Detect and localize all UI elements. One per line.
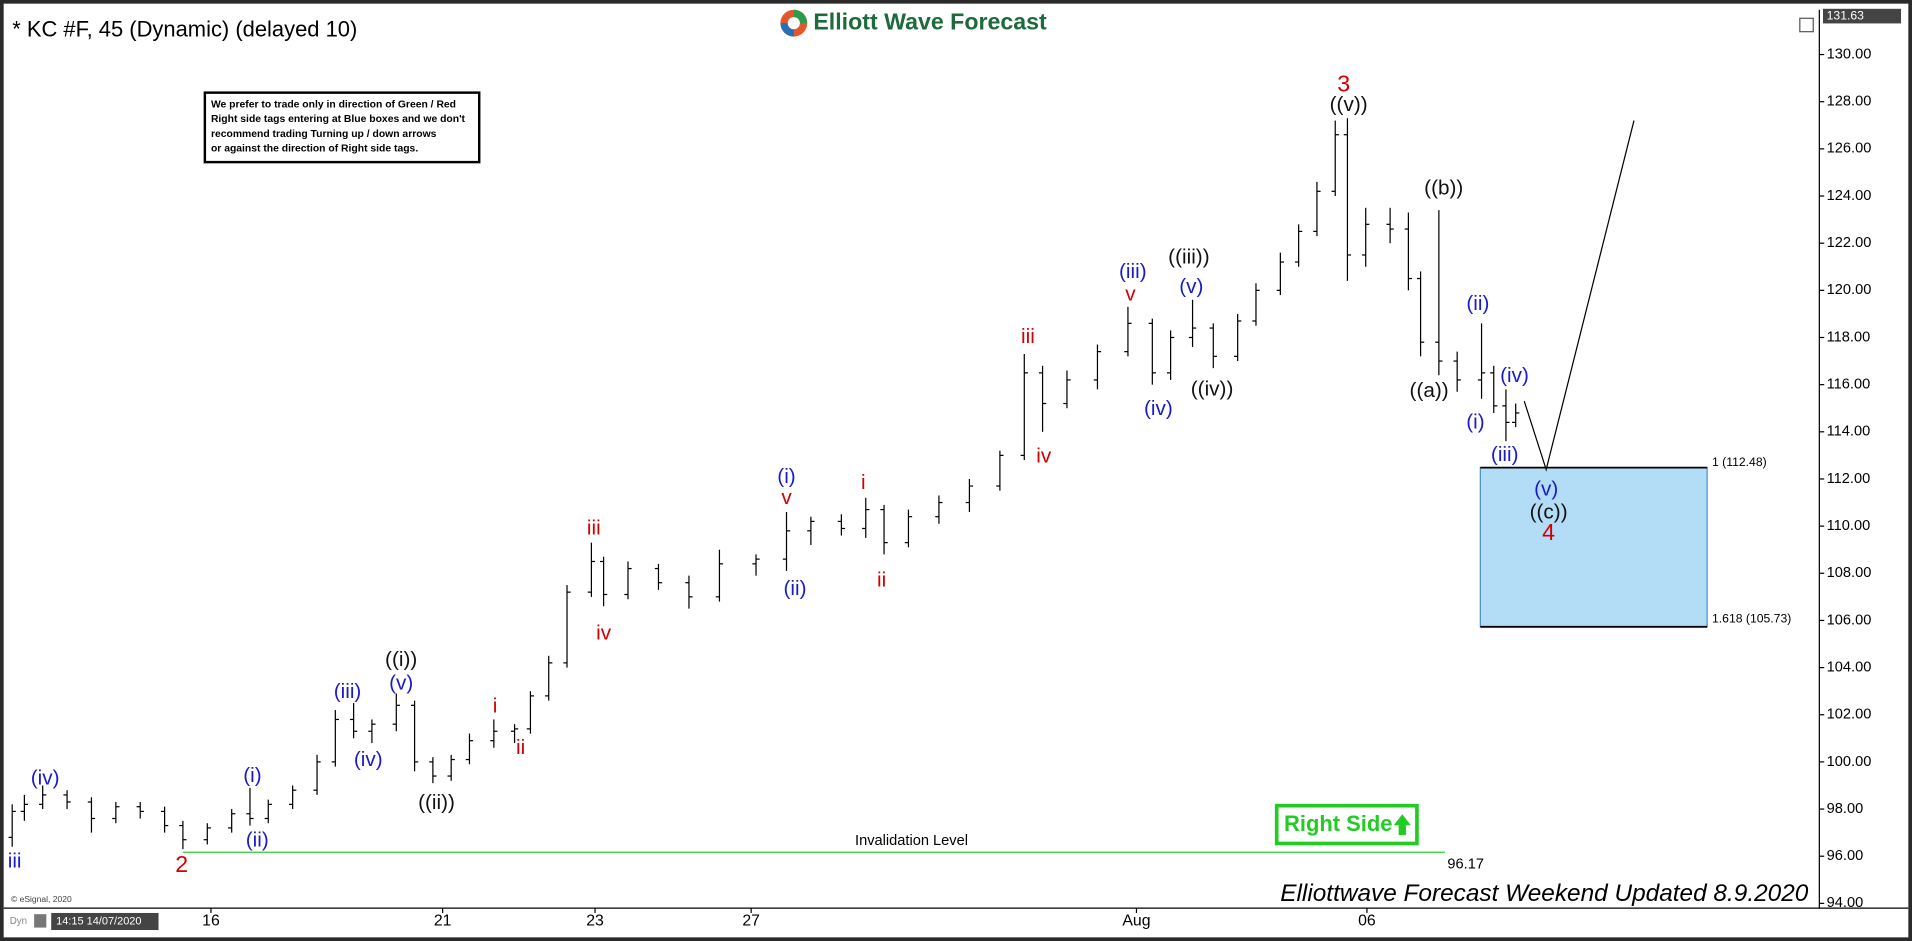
right-side-tag: Right Side (1274, 803, 1419, 846)
y-tick-label: 104.00 (1827, 659, 1872, 675)
wave-label: iv (596, 621, 612, 644)
x-tick-label: Aug (1122, 913, 1150, 930)
wave-label: (iii) (334, 680, 362, 703)
note-box: We prefer to trade only in direction of … (203, 91, 481, 164)
wave-label: ii (877, 569, 886, 592)
tag-frame (1274, 803, 1419, 846)
y-tick-label: 116.00 (1827, 377, 1871, 393)
tag-arrow (1393, 814, 1411, 835)
timestamp: 14:15 14/07/2020 (56, 915, 141, 927)
y-tick-label: 122.00 (1827, 235, 1872, 251)
y-tick-label: 96.00 (1827, 848, 1864, 864)
mode-label: Dyn (10, 916, 27, 927)
wave-label: (i) (243, 764, 261, 787)
wave-label: (ii) (1466, 292, 1489, 315)
y-tick-label: 102.00 (1827, 707, 1872, 723)
y-tick-label: 94.00 (1827, 895, 1864, 911)
wave-label: ((b)) (1424, 176, 1463, 199)
y-tick-label: 98.00 (1827, 801, 1864, 817)
y-tick-label: 108.00 (1827, 565, 1872, 581)
target-bottom-label: 1.618 (105.73) (1712, 612, 1791, 626)
target-top-label: 1 (112.48) (1712, 455, 1767, 469)
tag-text: Right Side (1284, 811, 1392, 836)
wave-label: i (493, 694, 498, 717)
logo: Elliott Wave Forecast (773, 4, 1061, 42)
note-frame (203, 91, 481, 164)
plot-area: 94.00 96.00 98.00 100.00 102.00 104.00 106.00 1… (8, 8, 1902, 930)
note-line: Right side tags entering at Blue boxes a… (211, 114, 466, 125)
wave-label: v (781, 486, 792, 509)
y-tick-label: 106.00 (1827, 612, 1872, 628)
wave-label: (v) (389, 672, 413, 695)
wave-label: (v) (1534, 477, 1558, 500)
invalidation-value: 96.17 (1447, 856, 1484, 872)
projection-path (1523, 120, 1635, 472)
wave-label: ((a)) (1410, 379, 1449, 402)
copyright: © eSignal, 2020 (11, 894, 72, 904)
wave-label: i (861, 471, 866, 494)
wave-label: ((i)) (385, 648, 417, 671)
y-tick-label: 124.00 (1827, 188, 1872, 204)
logo-bg (773, 4, 1061, 42)
chart-title: * KC #F, 45 (Dynamic) (delayed 10) (12, 16, 357, 41)
target-box (1479, 467, 1708, 628)
wave-label: (iii) (1491, 443, 1519, 466)
wave-label: (i) (1466, 410, 1484, 433)
y-tick-label: 126.00 (1827, 141, 1872, 157)
y-tick-label: 130.00 (1827, 46, 1872, 62)
x-tick-label: 06 (1358, 913, 1376, 930)
x-tick-label: 23 (586, 913, 604, 930)
wave-label: (v) (1179, 275, 1203, 298)
wave-label: ((v)) (1330, 93, 1368, 116)
y-tick-label: 128.00 (1827, 94, 1872, 110)
wave-label: 4 (1542, 519, 1555, 545)
wave-label: iii (587, 516, 601, 539)
y-tick-label: 112.00 (1827, 471, 1871, 487)
wave-label: iii (8, 849, 22, 872)
y-tick-label: 114.00 (1827, 424, 1871, 440)
wave-label: iii (1021, 325, 1035, 348)
y-tick-label: 118.00 (1827, 329, 1871, 345)
logo-text: Elliott Wave Forecast (813, 8, 1047, 34)
wave-label: (ii) (246, 829, 269, 852)
wave-label: ((iv)) (1191, 377, 1234, 400)
wave-label: iv (1036, 445, 1052, 468)
wave-label: (iv) (31, 766, 60, 789)
wave-label: ii (516, 736, 525, 759)
y-tick-label: 120.00 (1827, 282, 1872, 298)
wave-label: v (1125, 283, 1136, 306)
wave-label: (ii) (784, 577, 807, 600)
wave-label: (i) (777, 465, 795, 488)
note-line: or against the direction of Right side t… (211, 143, 418, 154)
x-tick-label: 16 (202, 913, 220, 930)
logo-icon-center (787, 17, 800, 30)
wave-label: (iv) (1144, 397, 1173, 420)
wave-label: ((ii)) (418, 791, 455, 814)
wave-label: 2 (175, 851, 188, 877)
wave-label: (iii) (1119, 260, 1147, 283)
y-tick-label: 100.00 (1827, 754, 1872, 770)
wave-label: (iv) (354, 748, 383, 771)
last-price: 131.63 (1827, 8, 1865, 22)
last-price-bg (1822, 8, 1902, 24)
window-icon[interactable] (1799, 17, 1814, 33)
note-line: We prefer to trade only in direction of … (211, 100, 456, 111)
wave-label: (iv) (1500, 364, 1529, 387)
wave-label: 3 (1337, 70, 1350, 96)
invalidation-label: Invalidation Level (855, 833, 968, 849)
wave-label: ((c)) (1530, 501, 1568, 524)
x-tick-label: 27 (742, 913, 760, 930)
timestamp-bg (51, 912, 159, 931)
mode-icon[interactable] (34, 914, 47, 928)
x-tick-label: 21 (434, 913, 452, 930)
footer: Elliottwave Forecast Weekend Updated 8.9… (1280, 880, 1809, 907)
note-line: recommend trading Turning up / down arro… (211, 129, 437, 140)
wave-label: ((iii)) (1168, 246, 1209, 269)
y-tick-label: 110.00 (1827, 518, 1871, 534)
